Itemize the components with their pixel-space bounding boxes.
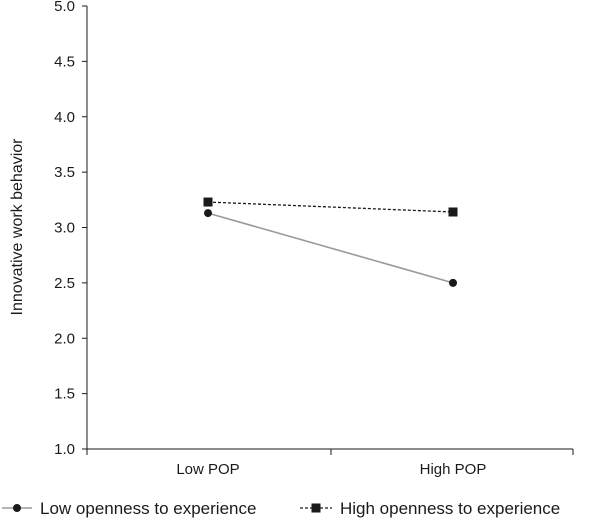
legend-label-high-openness: High openness to experience — [340, 499, 560, 518]
legend-marker-circle — [13, 504, 21, 512]
x-ticks: Low POP High POP — [86, 449, 574, 478]
y-tick-label: 3.0 — [54, 220, 75, 237]
y-tick-label: 3.5 — [54, 164, 75, 181]
y-tick-label: 4.5 — [54, 53, 75, 70]
axes — [86, 6, 573, 450]
x-tick-label: High POP — [420, 461, 487, 478]
y-tick-label: 1.5 — [54, 386, 75, 403]
series-layer — [203, 197, 458, 287]
y-tick-label: 4.0 — [54, 109, 75, 126]
data-point-circle — [204, 209, 212, 218]
legend-marker-square — [311, 503, 321, 513]
data-point-square — [448, 207, 458, 217]
y-tick-label: 1.0 — [54, 441, 75, 458]
y-ticks: 1.0 1.5 2.0 2.5 3.0 3.5 4.0 4.5 5.0 — [54, 0, 87, 458]
series-line-low-openness — [207, 212, 454, 284]
x-tick-label: Low POP — [176, 461, 239, 478]
y-tick-label: 2.0 — [54, 330, 75, 347]
legend-label-low-openness: Low openness to experience — [40, 499, 256, 518]
legend: Low openness to experience High openness … — [2, 499, 560, 518]
y-tick-label: 5.0 — [54, 0, 75, 15]
y-tick-label: 2.5 — [54, 275, 75, 292]
y-axis-title: Innovative work behavior — [9, 138, 26, 316]
series-line-high-openness — [207, 201, 454, 213]
data-point-square — [203, 197, 213, 207]
data-point-circle — [449, 278, 457, 287]
